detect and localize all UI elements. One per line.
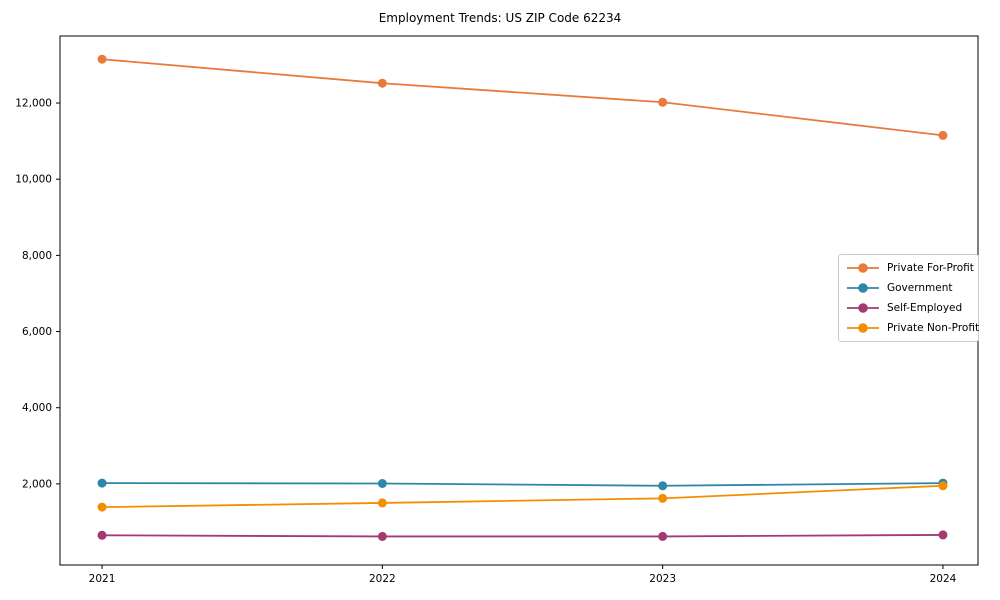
legend-marker-icon	[846, 302, 880, 314]
x-axis-tick-label: 2021	[89, 573, 116, 585]
x-axis-tick-label: 2022	[369, 573, 396, 585]
legend-label: Private Non-Profit	[887, 322, 980, 334]
data-point-marker	[938, 130, 948, 140]
data-point-marker	[377, 478, 387, 488]
legend-item: Private Non-Profit	[846, 322, 979, 334]
series-line	[102, 534, 943, 538]
data-point-marker	[658, 481, 668, 491]
legend-marker-icon	[846, 262, 880, 274]
legend-marker-icon	[846, 282, 880, 294]
chart-title: Employment Trends: US ZIP Code 62234	[378, 11, 622, 25]
data-point-marker	[97, 54, 107, 64]
series-line	[102, 482, 943, 487]
legend-item: Private For-Profit	[846, 262, 974, 274]
x-axis-tick-label: 2023	[649, 573, 676, 585]
data-point-marker	[377, 531, 387, 541]
legend-item: Self-Employed	[846, 302, 971, 314]
data-point-marker	[658, 97, 668, 107]
data-point-marker	[938, 530, 948, 540]
y-axis-tick-label: 2,000	[22, 478, 52, 490]
legend-marker-icon	[846, 322, 880, 334]
y-axis-tick-label: 4,000	[22, 402, 52, 414]
y-axis-tick-label: 6,000	[22, 326, 52, 338]
legend-item: Government	[846, 282, 971, 294]
legend-label: Government	[887, 282, 953, 294]
series-line	[102, 484, 944, 509]
data-point-marker	[377, 78, 387, 88]
legend-label: Self-Employed	[887, 302, 963, 314]
data-point-marker	[97, 478, 107, 488]
data-point-marker	[658, 493, 668, 503]
x-axis-tick-label: 2024	[930, 573, 957, 585]
data-point-marker	[658, 531, 668, 541]
y-axis-tick-label: 12,000	[15, 98, 52, 110]
data-point-marker	[938, 481, 948, 491]
legend: Private For-Profit Government Self-Emplo…	[838, 254, 979, 342]
data-point-marker	[377, 498, 387, 508]
legend-label: Private For-Profit	[887, 262, 974, 274]
series-line	[101, 58, 944, 137]
y-axis-tick-label: 10,000	[15, 174, 52, 186]
data-point-marker	[97, 502, 107, 512]
y-axis-tick-label: 8,000	[22, 250, 52, 262]
data-point-marker	[97, 530, 107, 540]
